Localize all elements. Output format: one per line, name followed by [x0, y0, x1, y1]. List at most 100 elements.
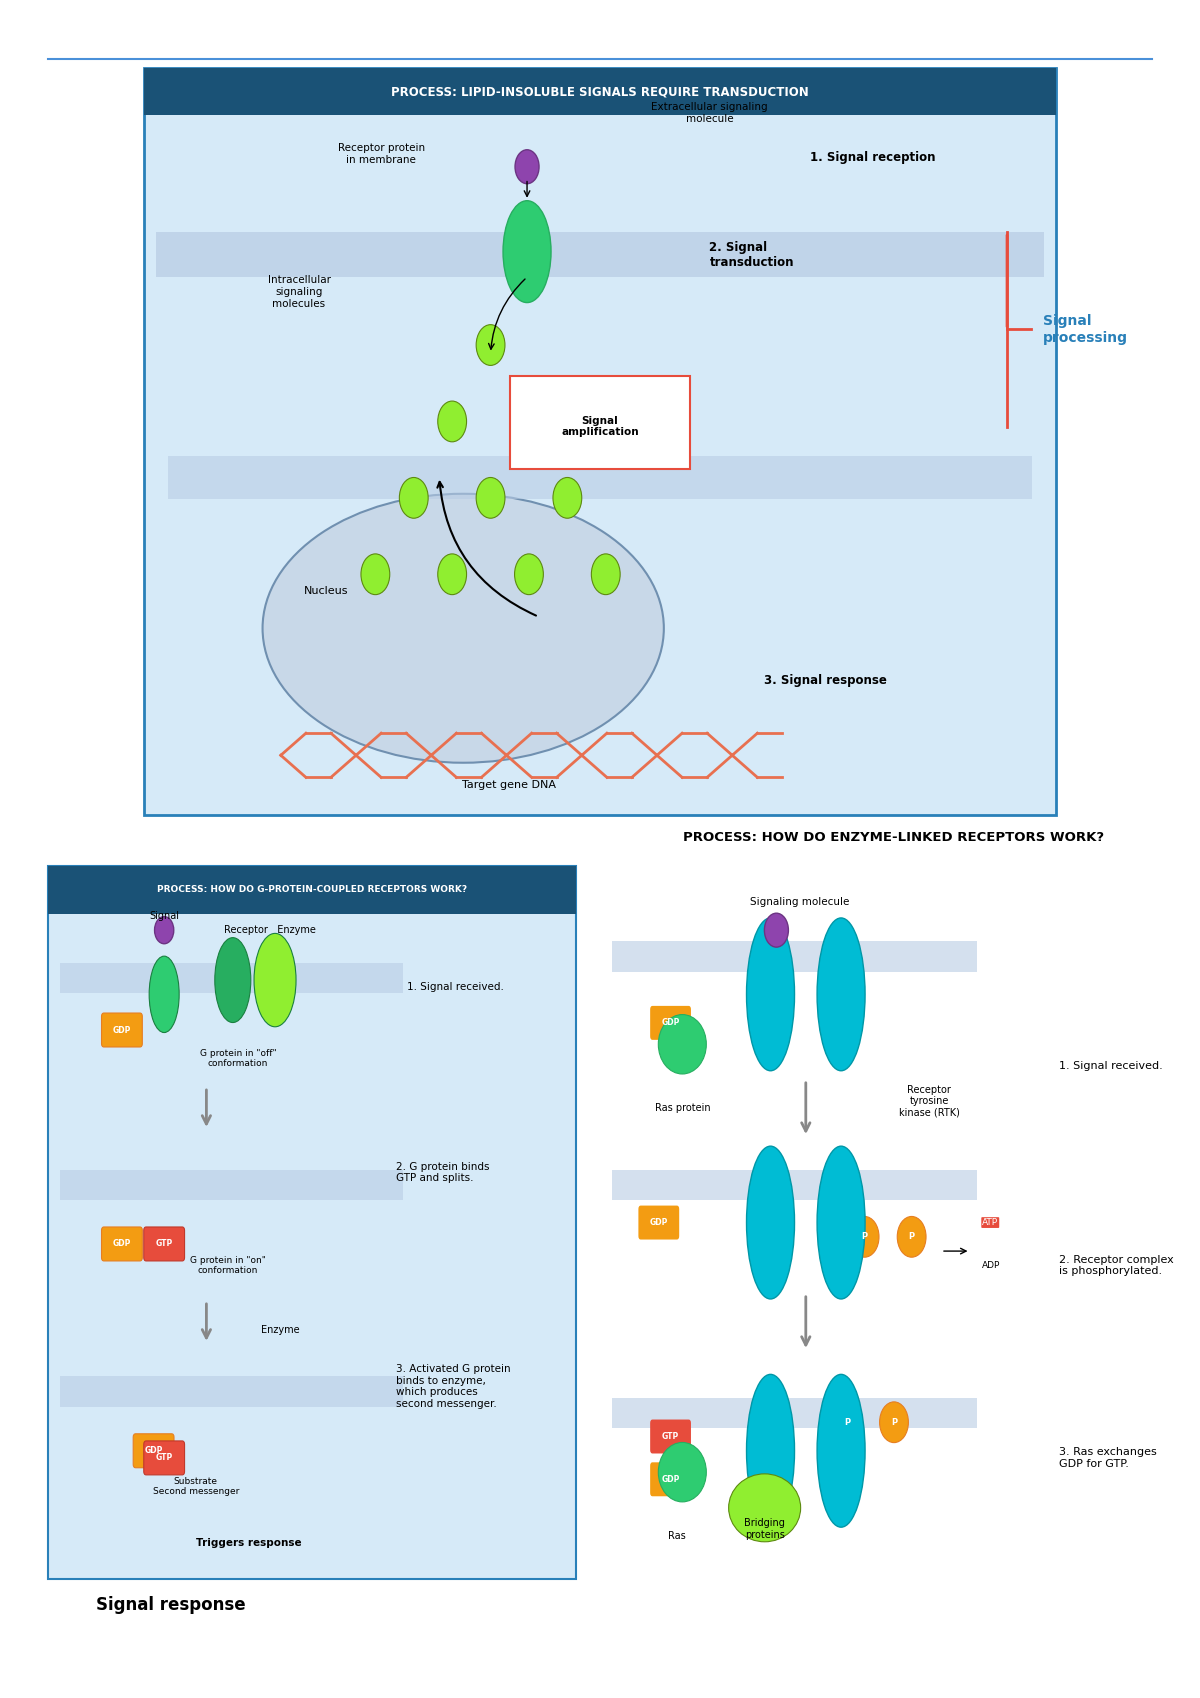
FancyBboxPatch shape — [60, 1170, 403, 1200]
Ellipse shape — [817, 919, 865, 1071]
Text: Nucleus: Nucleus — [304, 586, 349, 596]
Text: Ras protein: Ras protein — [654, 1104, 710, 1114]
Circle shape — [833, 1403, 862, 1443]
Circle shape — [592, 554, 620, 594]
Text: GTP: GTP — [156, 1240, 173, 1248]
Text: P: P — [908, 1233, 914, 1241]
Circle shape — [515, 149, 539, 183]
Text: Receptor   Enzyme: Receptor Enzyme — [224, 925, 316, 936]
FancyBboxPatch shape — [60, 963, 403, 993]
Text: 1. Signal received.: 1. Signal received. — [1058, 1061, 1163, 1071]
Ellipse shape — [746, 919, 794, 1071]
Text: GDP: GDP — [113, 1026, 131, 1034]
Circle shape — [515, 401, 544, 441]
Circle shape — [155, 917, 174, 944]
Text: ADP: ADP — [983, 1262, 1001, 1270]
FancyBboxPatch shape — [168, 457, 1032, 499]
Text: Receptor protein
in membrane: Receptor protein in membrane — [337, 143, 425, 165]
Text: PROCESS: HOW DO ENZYME-LINKED RECEPTORS WORK?: PROCESS: HOW DO ENZYME-LINKED RECEPTORS … — [684, 830, 1104, 844]
Text: GDP: GDP — [649, 1217, 668, 1228]
Text: G protein in "on"
conformation: G protein in "on" conformation — [190, 1255, 265, 1275]
FancyBboxPatch shape — [510, 375, 690, 469]
Text: GTP: GTP — [662, 1431, 679, 1442]
Ellipse shape — [254, 934, 296, 1027]
Text: 2. Receptor complex
is phosphorylated.: 2. Receptor complex is phosphorylated. — [1058, 1255, 1174, 1277]
Circle shape — [476, 477, 505, 518]
Text: Bridging
proteins: Bridging proteins — [744, 1518, 785, 1540]
FancyBboxPatch shape — [612, 941, 977, 971]
Text: 1. Signal received.: 1. Signal received. — [407, 981, 504, 992]
Circle shape — [553, 477, 582, 518]
FancyBboxPatch shape — [102, 1228, 143, 1262]
FancyBboxPatch shape — [612, 1170, 977, 1200]
Circle shape — [438, 401, 467, 441]
Text: Triggers response: Triggers response — [196, 1538, 301, 1549]
Text: Signal
processing: Signal processing — [1043, 314, 1128, 345]
Ellipse shape — [817, 1146, 865, 1299]
Text: PROCESS: LIPID-INSOLUBLE SIGNALS REQUIRE TRANSDUCTION: PROCESS: LIPID-INSOLUBLE SIGNALS REQUIRE… — [391, 85, 809, 98]
Text: Signal response: Signal response — [96, 1596, 246, 1613]
FancyBboxPatch shape — [48, 866, 576, 1579]
FancyBboxPatch shape — [144, 1442, 185, 1476]
FancyBboxPatch shape — [144, 1228, 185, 1262]
Ellipse shape — [728, 1474, 800, 1542]
Ellipse shape — [746, 1374, 794, 1527]
Ellipse shape — [659, 1443, 707, 1503]
FancyBboxPatch shape — [48, 866, 576, 914]
FancyBboxPatch shape — [650, 1420, 691, 1453]
Ellipse shape — [817, 1374, 865, 1527]
Text: 3. Activated G protein
binds to enzyme,
which produces
second messenger.: 3. Activated G protein binds to enzyme, … — [396, 1363, 511, 1409]
Circle shape — [361, 554, 390, 594]
FancyBboxPatch shape — [144, 68, 1056, 815]
Ellipse shape — [215, 937, 251, 1022]
Text: Signal: Signal — [149, 910, 179, 920]
Circle shape — [476, 324, 505, 365]
Text: GDP: GDP — [113, 1240, 131, 1248]
Text: Ras: Ras — [667, 1532, 685, 1542]
Text: Signal
amplification: Signal amplification — [562, 416, 638, 438]
FancyBboxPatch shape — [156, 233, 1044, 277]
Text: P: P — [890, 1418, 898, 1426]
Circle shape — [400, 477, 428, 518]
FancyBboxPatch shape — [638, 1206, 679, 1240]
Ellipse shape — [659, 1014, 707, 1075]
Text: Substrate
Second messenger: Substrate Second messenger — [152, 1477, 239, 1496]
Text: GTP: GTP — [156, 1453, 173, 1462]
Text: GDP: GDP — [661, 1476, 679, 1484]
Text: P: P — [862, 1233, 868, 1241]
Text: Enzyme: Enzyme — [262, 1324, 300, 1335]
Text: 2. Signal
transduction: 2. Signal transduction — [709, 241, 794, 268]
Text: Target gene DNA: Target gene DNA — [462, 779, 556, 790]
Text: Intracellular
signaling
molecules: Intracellular signaling molecules — [268, 275, 330, 309]
Circle shape — [851, 1216, 878, 1257]
Text: 3. Ras exchanges
GDP for GTP.: 3. Ras exchanges GDP for GTP. — [1058, 1447, 1157, 1469]
Ellipse shape — [746, 1146, 794, 1299]
Text: PROCESS: HOW DO G-PROTEIN-COUPLED RECEPTORS WORK?: PROCESS: HOW DO G-PROTEIN-COUPLED RECEPT… — [157, 885, 467, 895]
FancyBboxPatch shape — [144, 68, 1056, 115]
Circle shape — [898, 1216, 926, 1257]
Circle shape — [438, 554, 467, 594]
Circle shape — [880, 1403, 908, 1443]
Text: 1. Signal reception: 1. Signal reception — [810, 151, 935, 165]
Text: GDP: GDP — [144, 1447, 163, 1455]
Circle shape — [764, 914, 788, 947]
Text: 2. G protein binds
GTP and splits.: 2. G protein binds GTP and splits. — [396, 1161, 490, 1184]
FancyBboxPatch shape — [102, 1014, 143, 1048]
Text: 3. Signal response: 3. Signal response — [764, 674, 887, 688]
Ellipse shape — [503, 200, 551, 302]
Text: Signaling molecule: Signaling molecule — [750, 897, 850, 907]
Text: GDP: GDP — [661, 1019, 679, 1027]
FancyBboxPatch shape — [612, 1397, 977, 1428]
Text: P: P — [844, 1418, 850, 1426]
Ellipse shape — [149, 956, 179, 1032]
Ellipse shape — [263, 494, 664, 762]
FancyBboxPatch shape — [60, 1377, 403, 1408]
Text: Receptor
tyrosine
kinase (RTK): Receptor tyrosine kinase (RTK) — [899, 1085, 960, 1117]
Circle shape — [515, 554, 544, 594]
Text: ATP: ATP — [983, 1217, 998, 1228]
Text: G protein in "off"
conformation: G protein in "off" conformation — [199, 1049, 276, 1068]
FancyBboxPatch shape — [650, 1005, 691, 1039]
FancyBboxPatch shape — [133, 1433, 174, 1467]
Text: Extracellular signaling
molecule: Extracellular signaling molecule — [652, 102, 768, 124]
FancyBboxPatch shape — [650, 1462, 691, 1496]
